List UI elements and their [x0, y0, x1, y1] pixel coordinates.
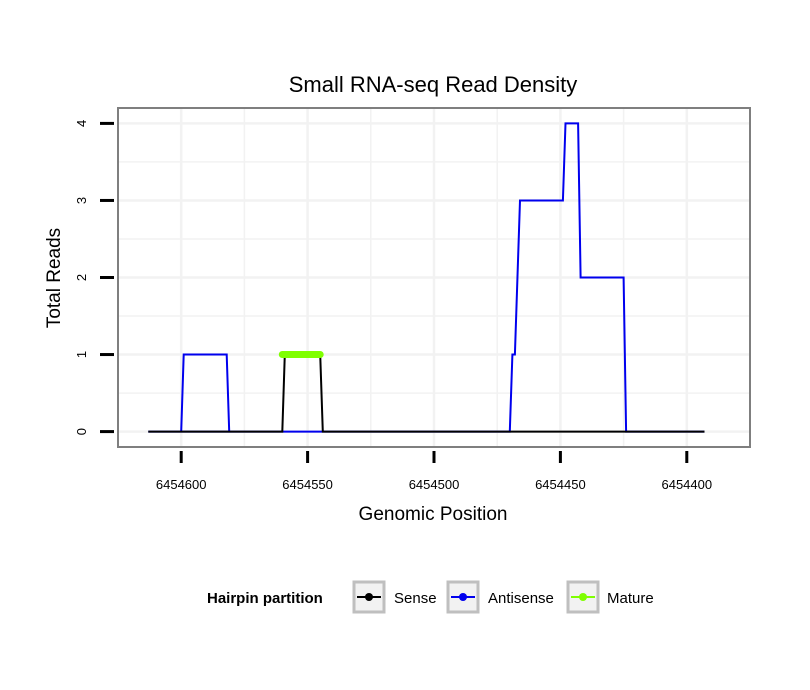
legend-label: Sense	[394, 590, 437, 607]
y-tick-label: 0	[74, 428, 89, 435]
series-layer	[148, 122, 705, 433]
y-tick-label: 2	[74, 274, 89, 281]
plot-panel-border	[117, 107, 751, 448]
legend-key-point	[459, 593, 467, 601]
y-tick-label: 1	[74, 351, 89, 358]
chart-title: Small RNA-seq Read Density	[289, 72, 578, 97]
y-axis-label: Total Reads	[44, 228, 65, 328]
x-axis: 6454600 6454550 6454500 6454450 6454400	[156, 451, 712, 492]
y-axis: 0 1 2 3 4	[74, 120, 114, 435]
legend-title: Hairpin partition	[207, 590, 323, 607]
legend: Hairpin partition Sense Antisense Mature	[207, 580, 654, 614]
grid-lines	[118, 108, 750, 447]
x-tick-label: 6454500	[409, 477, 460, 492]
x-tick-label: 6454550	[282, 477, 333, 492]
legend-key-point	[365, 593, 373, 601]
legend-label: Antisense	[488, 590, 554, 607]
legend-item-antisense: Antisense	[446, 580, 554, 614]
series-line-antisense	[148, 122, 705, 433]
x-axis-label: Genomic Position	[359, 504, 508, 525]
legend-item-sense: Sense	[352, 580, 437, 614]
legend-item-mature: Mature	[566, 580, 654, 614]
x-tick-label: 6454400	[661, 477, 712, 492]
legend-items: Sense Antisense Mature	[352, 580, 654, 614]
x-tick-label: 6454450	[535, 477, 586, 492]
y-tick-label: 3	[74, 197, 89, 204]
legend-label: Mature	[607, 590, 654, 607]
y-tick-label: 4	[74, 120, 89, 127]
legend-key-point	[579, 593, 587, 601]
x-tick-label: 6454600	[156, 477, 207, 492]
